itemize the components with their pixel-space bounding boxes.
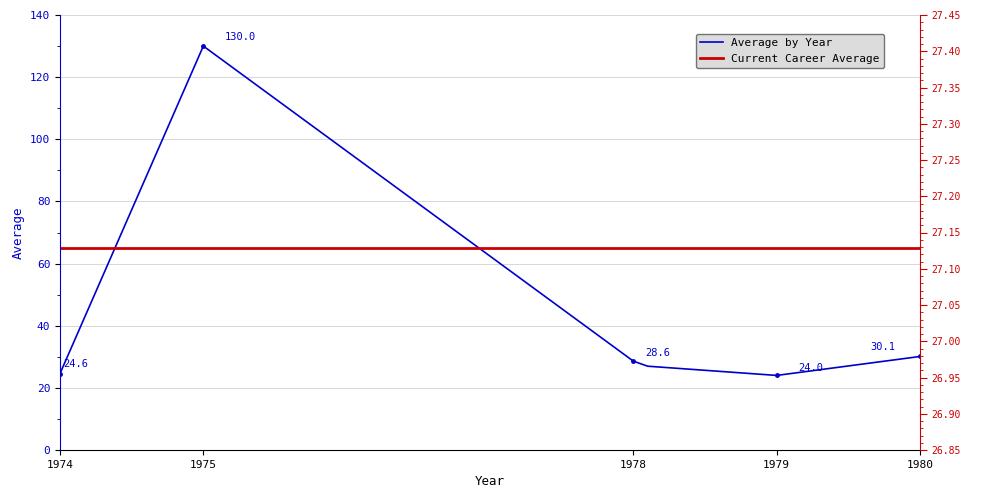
Average by Year (352, 156, 364, 162)
Average by Year (579, 322, 591, 328)
Text: 24.0: 24.0 (798, 363, 823, 373)
Line: Average by Year: Average by Year (60, 46, 920, 376)
Y-axis label: Average: Average (11, 206, 24, 259)
Average by Year (57, 364, 69, 370)
Text: 24.6: 24.6 (63, 360, 88, 370)
Average by Year (54, 370, 66, 376)
Average by Year (705, 368, 717, 374)
Legend: Average by Year, Current Career Average: Average by Year, Current Career Average (696, 34, 884, 68)
Average by Year (197, 43, 209, 49)
Average by Year (914, 354, 926, 360)
Average by Year (774, 372, 786, 378)
Text: 130.0: 130.0 (225, 32, 256, 42)
X-axis label: Year: Year (475, 476, 505, 488)
Text: 30.1: 30.1 (870, 342, 895, 352)
Text: 28.6: 28.6 (645, 348, 670, 358)
Average by Year (771, 372, 783, 378)
Average by Year (667, 365, 679, 371)
